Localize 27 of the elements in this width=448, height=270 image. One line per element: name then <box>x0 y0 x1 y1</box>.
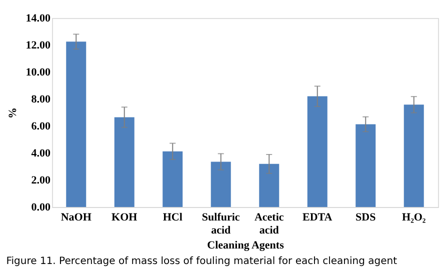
bar <box>259 164 280 207</box>
bar <box>404 104 424 207</box>
caption: Figure 11. Percentage of mass loss of fouling material for each cleaning agent <box>6 256 398 267</box>
y-tick-label: 10.00 <box>26 66 51 78</box>
bar <box>210 162 231 207</box>
x-tick-label: KOH <box>112 212 138 224</box>
bar <box>114 117 134 207</box>
bar <box>356 124 376 207</box>
x-tick-label: NaOH <box>60 212 92 224</box>
bar <box>307 96 328 207</box>
x-tick-label: Acetic acid <box>254 212 284 236</box>
bar <box>66 42 86 207</box>
x-tick-label: H₂O₂ <box>402 212 426 224</box>
y-axis-title: % <box>6 108 19 118</box>
x-tick-label: EDTA <box>302 212 332 224</box>
y-tick-label: 6.00 <box>31 120 51 132</box>
y-tick-label: 8.00 <box>31 94 51 106</box>
y-tick-label: 2.00 <box>31 174 51 186</box>
y-tick-label: 0.00 <box>31 202 51 214</box>
bar <box>162 151 183 207</box>
x-axis-title: Cleaning Agents <box>207 240 285 252</box>
y-tick-label: 14.00 <box>26 12 51 24</box>
y-tick-label: 12.00 <box>26 40 51 52</box>
x-tick-label: HCl <box>162 212 182 224</box>
y-tick-label: 4.00 <box>31 148 51 160</box>
x-tick-label: SDS <box>356 212 376 224</box>
x-tick-label: Sulfuric acid <box>202 212 240 236</box>
